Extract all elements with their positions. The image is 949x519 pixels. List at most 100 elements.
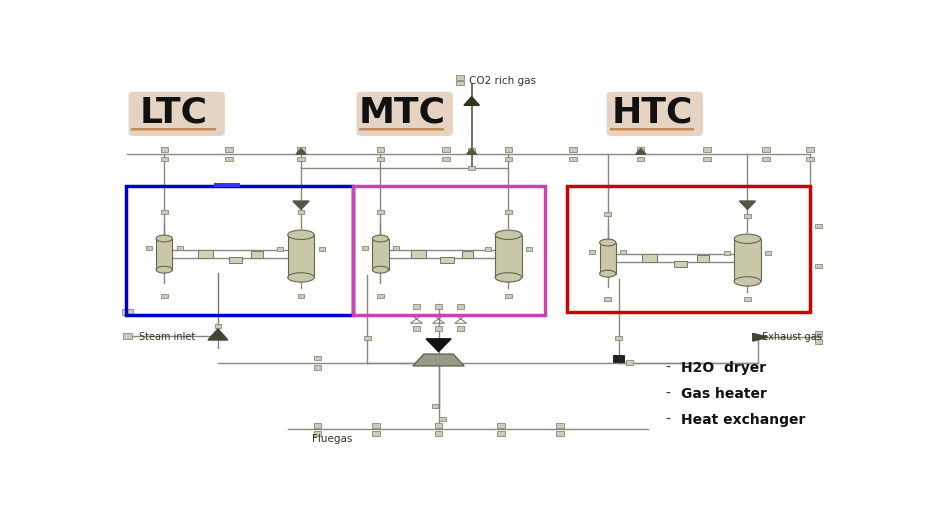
Polygon shape [426,339,451,351]
Bar [609,128,694,130]
Polygon shape [413,354,464,366]
Bar [377,147,384,152]
Bar [744,297,751,301]
Polygon shape [467,148,476,154]
Bar [160,157,168,161]
Bar [132,129,216,131]
Bar [807,157,813,161]
Bar [161,294,168,298]
FancyBboxPatch shape [600,242,616,274]
Bar [132,129,216,130]
Bar [815,264,822,268]
Bar [313,423,321,428]
Bar [360,128,444,130]
Bar [360,128,444,130]
Bar [319,247,325,251]
Bar [457,326,464,331]
Bar [360,129,444,131]
Bar [313,365,321,370]
Bar [363,336,370,340]
Bar [815,339,823,344]
Ellipse shape [495,230,522,239]
Bar [377,157,384,161]
Ellipse shape [288,272,314,282]
Bar [372,423,380,428]
Bar [413,305,420,309]
Bar [505,147,512,152]
Bar [313,431,321,435]
Polygon shape [753,333,768,341]
Bar [609,129,694,131]
Bar [123,333,132,339]
Bar [762,147,770,152]
Bar [360,128,444,130]
Bar [724,251,730,255]
Bar [589,251,595,254]
Bar [457,305,464,309]
Bar [132,128,216,130]
Bar [161,210,168,214]
Bar [298,294,305,298]
Bar [198,250,213,258]
Bar [251,251,263,258]
Bar [132,128,216,130]
Bar [132,128,216,130]
Bar [609,128,694,130]
Bar [132,129,216,131]
Bar [435,326,442,331]
Bar [132,128,216,129]
Bar [377,294,383,298]
Bar [526,247,532,251]
Bar [126,186,352,315]
Bar [609,129,694,131]
Text: -: - [665,413,670,427]
Text: Steam inlet: Steam inlet [140,332,195,342]
Ellipse shape [372,235,388,242]
Bar [435,431,442,435]
Text: H2O  dryer: H2O dryer [681,361,767,375]
Bar [609,128,694,130]
Bar [146,247,152,250]
Ellipse shape [372,266,388,273]
Bar [393,247,399,250]
Bar [609,129,694,130]
FancyBboxPatch shape [495,235,522,277]
Bar [277,247,284,251]
Bar [609,129,694,130]
Bar [765,251,771,255]
FancyBboxPatch shape [288,235,314,277]
Bar [609,128,694,130]
Bar [609,128,694,130]
Bar [703,147,711,152]
Bar [360,128,444,130]
Ellipse shape [157,266,173,273]
Bar [360,128,444,129]
Bar [360,129,444,131]
Bar [360,128,444,130]
Bar [413,326,420,331]
Bar [360,129,444,131]
Bar [815,224,822,228]
Bar [313,356,321,360]
Bar [485,247,491,251]
Bar [556,431,564,435]
Text: -: - [665,361,670,375]
Bar [505,210,512,214]
Bar [744,214,751,218]
Bar [609,129,694,131]
Text: Fluegas: Fluegas [311,434,352,444]
Bar [762,157,770,161]
Text: MTC: MTC [359,95,445,129]
Bar [132,129,216,131]
Bar [674,261,687,267]
Polygon shape [293,201,309,209]
Bar [360,128,444,130]
Bar [132,128,216,130]
Bar [132,129,216,131]
Bar [132,129,216,131]
Text: Gas heater: Gas heater [681,387,767,401]
Bar [435,423,442,428]
Bar [697,254,709,262]
Bar [440,257,454,263]
Polygon shape [739,201,755,209]
